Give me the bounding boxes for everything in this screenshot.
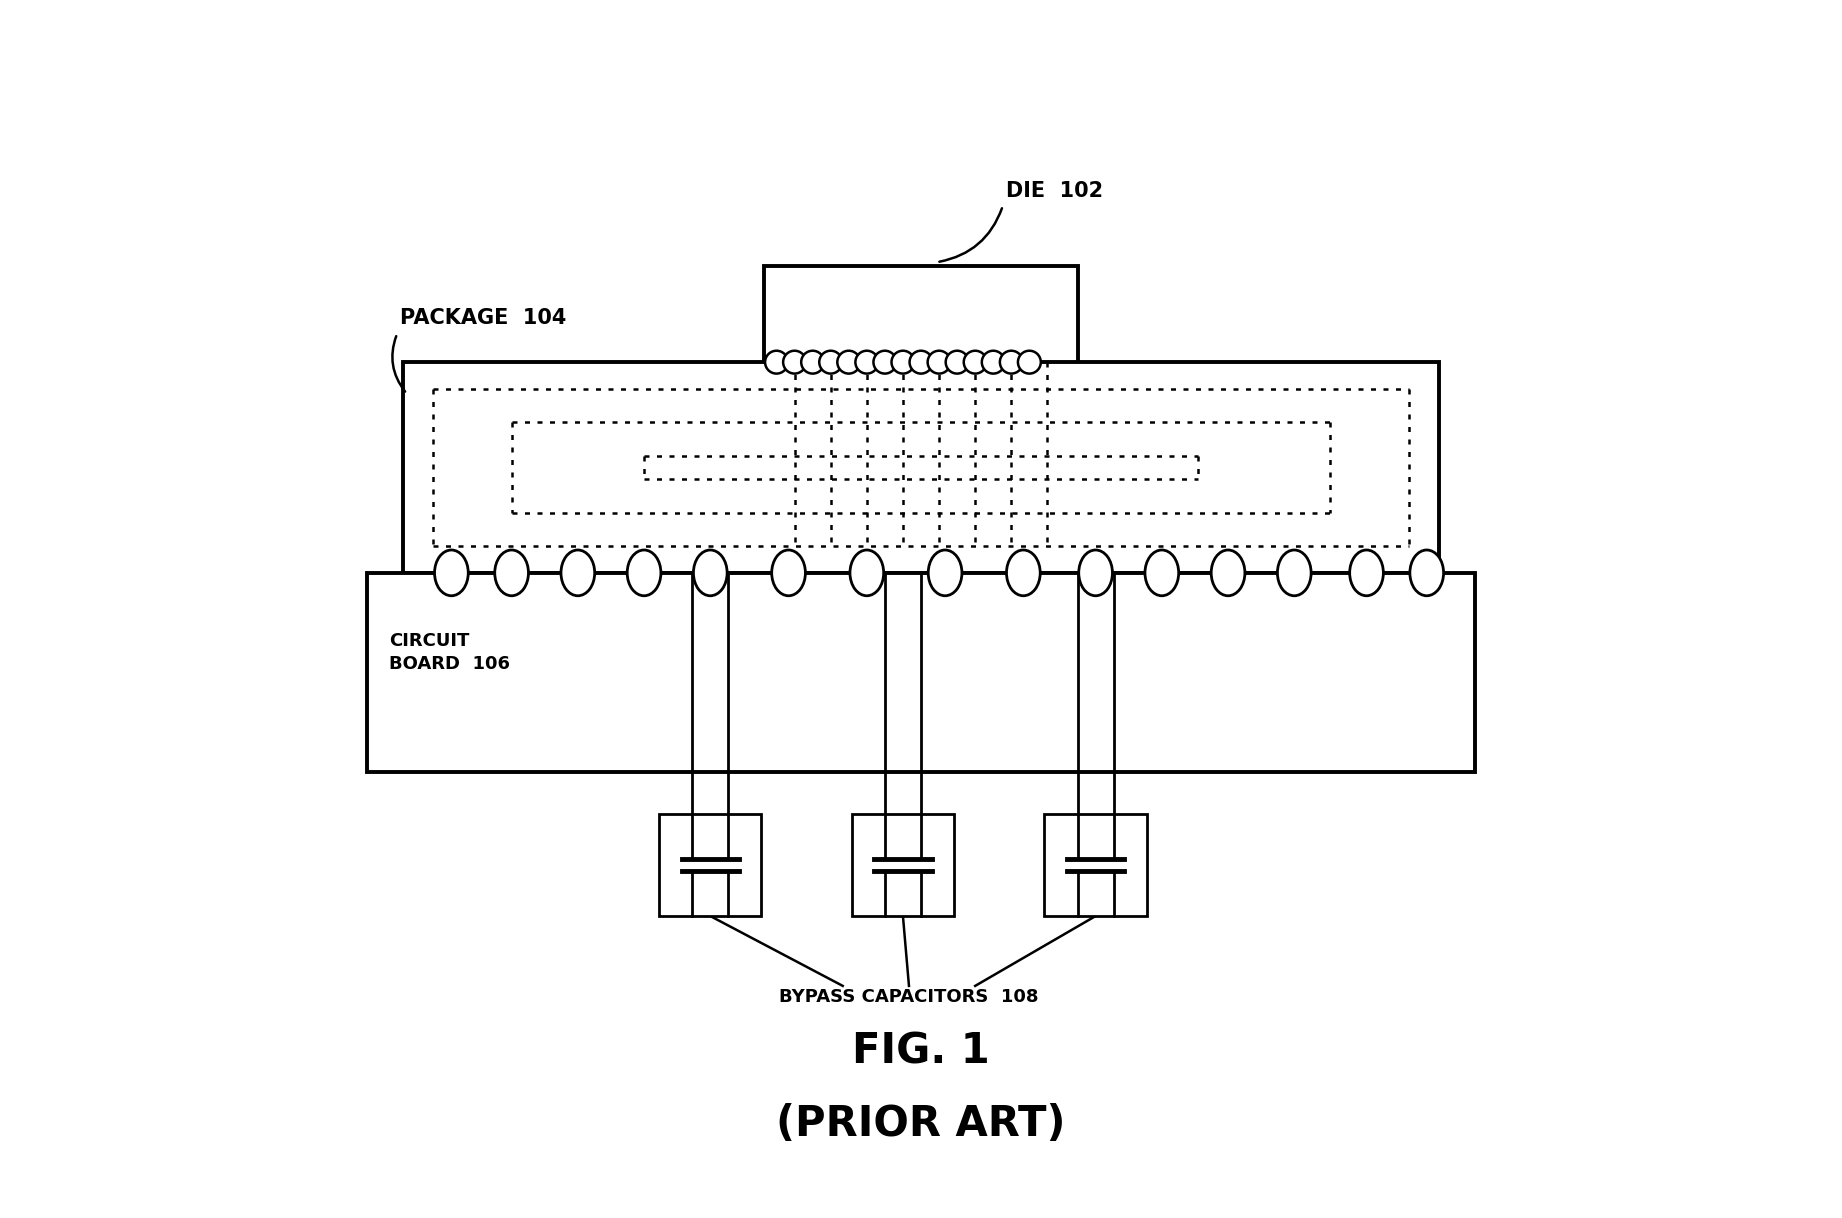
Circle shape xyxy=(892,351,914,374)
Text: DIE  102: DIE 102 xyxy=(1006,180,1103,201)
Ellipse shape xyxy=(772,551,805,596)
Bar xyxy=(764,266,1078,368)
Circle shape xyxy=(801,351,823,374)
Ellipse shape xyxy=(693,551,728,596)
Circle shape xyxy=(928,351,950,374)
Text: CIRCUIT
BOARD  106: CIRCUIT BOARD 106 xyxy=(389,632,510,674)
Bar xyxy=(1044,814,1148,916)
Text: FIG. 1: FIG. 1 xyxy=(853,1030,989,1073)
Circle shape xyxy=(783,351,807,374)
Circle shape xyxy=(838,351,860,374)
Ellipse shape xyxy=(1079,551,1113,596)
Circle shape xyxy=(873,351,897,374)
Circle shape xyxy=(764,351,788,374)
Circle shape xyxy=(982,351,1004,374)
Ellipse shape xyxy=(1409,551,1444,596)
Text: (PRIOR ART): (PRIOR ART) xyxy=(775,1102,1067,1145)
Ellipse shape xyxy=(928,551,962,596)
Ellipse shape xyxy=(626,551,661,596)
Ellipse shape xyxy=(495,551,529,596)
Text: BYPASS CAPACITORS  108: BYPASS CAPACITORS 108 xyxy=(779,988,1039,1006)
Ellipse shape xyxy=(1006,551,1041,596)
Ellipse shape xyxy=(1146,551,1179,596)
Ellipse shape xyxy=(562,551,595,596)
Text: PACKAGE  104: PACKAGE 104 xyxy=(400,307,565,328)
Bar xyxy=(367,572,1475,771)
Circle shape xyxy=(910,351,932,374)
Circle shape xyxy=(1019,351,1041,374)
Ellipse shape xyxy=(1277,551,1312,596)
Circle shape xyxy=(855,351,879,374)
Circle shape xyxy=(963,351,987,374)
Bar xyxy=(403,362,1439,572)
Bar xyxy=(659,814,761,916)
Ellipse shape xyxy=(1212,551,1245,596)
Circle shape xyxy=(945,351,969,374)
Bar xyxy=(851,814,954,916)
Circle shape xyxy=(820,351,842,374)
Ellipse shape xyxy=(1350,551,1383,596)
Circle shape xyxy=(1000,351,1022,374)
Ellipse shape xyxy=(435,551,468,596)
Ellipse shape xyxy=(849,551,884,596)
